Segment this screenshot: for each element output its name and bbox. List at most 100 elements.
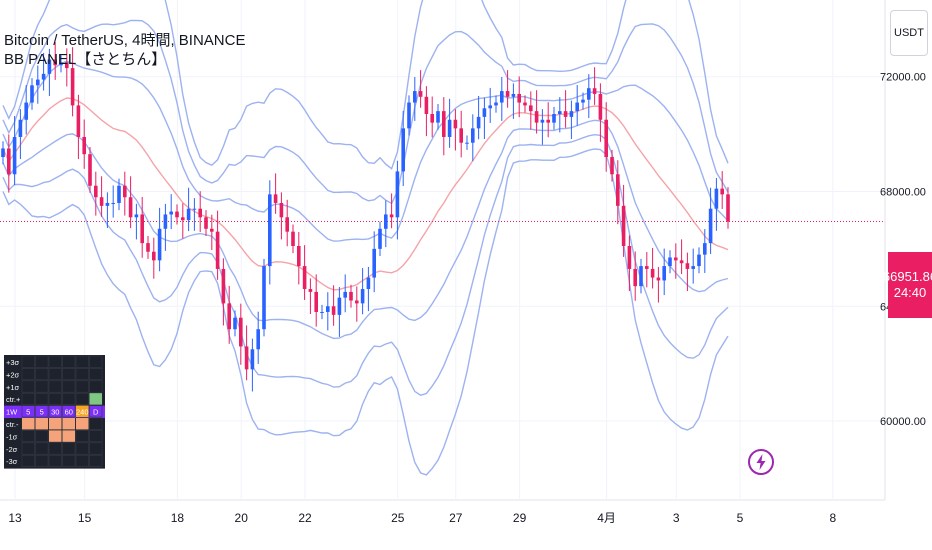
candle xyxy=(70,47,75,117)
candle-body xyxy=(714,188,719,209)
candle-body xyxy=(297,246,301,267)
bb-panel-cell xyxy=(21,380,35,393)
bb-panel-cell xyxy=(75,355,89,368)
candle-body xyxy=(128,197,133,218)
candle xyxy=(349,284,353,308)
indicator-title[interactable]: BB PANEL【さとちん】 xyxy=(4,51,167,68)
candle xyxy=(262,258,266,337)
bb-panel-cell-text: D xyxy=(93,408,99,417)
candle-body xyxy=(523,102,527,106)
candle xyxy=(395,160,400,240)
candle-body xyxy=(88,154,92,186)
bb-panel-cell xyxy=(48,454,62,467)
lightning-icon[interactable] xyxy=(747,448,775,476)
bb-panel-cell-fill xyxy=(49,430,62,442)
candle-body xyxy=(407,102,411,129)
candle xyxy=(413,77,417,121)
candle-body xyxy=(384,214,388,229)
candle-body xyxy=(355,300,359,304)
candle xyxy=(465,135,469,150)
candle-body xyxy=(250,349,255,370)
candle-body xyxy=(47,59,52,74)
candle-body xyxy=(616,174,620,206)
bb-panel-cell-text: 60 xyxy=(65,408,73,417)
candle-body xyxy=(401,128,405,172)
candle xyxy=(65,48,69,87)
candle xyxy=(442,97,446,156)
candle xyxy=(7,134,11,193)
x-tick-label: 22 xyxy=(298,511,312,525)
candle-body xyxy=(476,116,481,129)
candle xyxy=(134,203,139,240)
candle xyxy=(204,210,208,236)
bb-panel-cell-fill xyxy=(22,418,35,430)
bb-panel-cell xyxy=(48,355,62,368)
candle-body xyxy=(331,306,336,315)
candle-body xyxy=(7,148,11,175)
candle-body xyxy=(302,266,307,290)
candle-body xyxy=(459,128,463,143)
x-tick-label: 13 xyxy=(8,511,22,525)
candle-body xyxy=(668,257,672,267)
candle-body xyxy=(708,208,713,244)
bb-band-plus2 xyxy=(2,19,729,205)
candle xyxy=(297,231,301,285)
candle xyxy=(372,231,376,293)
bb-panel-cell xyxy=(48,442,62,455)
candle xyxy=(88,147,92,193)
candle-body xyxy=(685,263,690,269)
candle-body xyxy=(726,194,730,222)
bb-panel-cell xyxy=(48,380,62,393)
candle xyxy=(714,178,719,231)
candle xyxy=(621,184,626,257)
candle-body xyxy=(511,93,516,97)
candle xyxy=(476,95,481,140)
y-tick-label: 72000.00 xyxy=(880,72,926,84)
candle-body xyxy=(679,260,684,264)
candle xyxy=(674,243,678,279)
bb-panel-row-label: -3σ xyxy=(6,457,18,466)
candle-body xyxy=(65,62,69,69)
bb-panel-cell xyxy=(62,454,76,467)
candle-body xyxy=(645,266,649,269)
currency-button[interactable]: USDT xyxy=(890,10,928,56)
candle-body xyxy=(204,217,208,229)
candle-body xyxy=(540,119,545,123)
x-tick-label: 15 xyxy=(78,511,92,525)
candle-body xyxy=(163,214,168,229)
candle-body xyxy=(366,277,371,290)
candle-body xyxy=(639,266,643,287)
candle xyxy=(157,207,162,272)
candle-body xyxy=(337,297,342,315)
candle xyxy=(598,83,603,142)
last-price-label: 66951.86 24:40 xyxy=(883,252,932,318)
candle xyxy=(117,178,121,211)
candle xyxy=(268,180,272,285)
x-tick-label: 25 xyxy=(391,511,405,525)
candle xyxy=(610,149,614,182)
candle xyxy=(575,85,579,126)
candle-body xyxy=(389,214,394,218)
candle xyxy=(581,92,585,110)
candle xyxy=(627,235,632,292)
bb-panel-cell xyxy=(48,392,62,405)
candle xyxy=(447,98,452,148)
bb-panel-cell xyxy=(62,355,76,368)
candle-body xyxy=(633,268,637,287)
candle xyxy=(128,176,133,229)
bb-panel-cell xyxy=(35,405,49,418)
candle-body xyxy=(268,194,272,267)
candle-body xyxy=(285,217,289,232)
candle xyxy=(24,85,28,135)
candle xyxy=(378,221,382,257)
candle-body xyxy=(36,79,40,86)
candle xyxy=(326,292,330,331)
bb-panel-cell xyxy=(48,405,62,418)
candle-body xyxy=(378,228,382,249)
bb-panel-cell xyxy=(21,405,35,418)
bb-panel-cell xyxy=(35,380,49,393)
candle xyxy=(471,114,475,162)
bb-panel-row-label: -2σ xyxy=(6,445,18,454)
